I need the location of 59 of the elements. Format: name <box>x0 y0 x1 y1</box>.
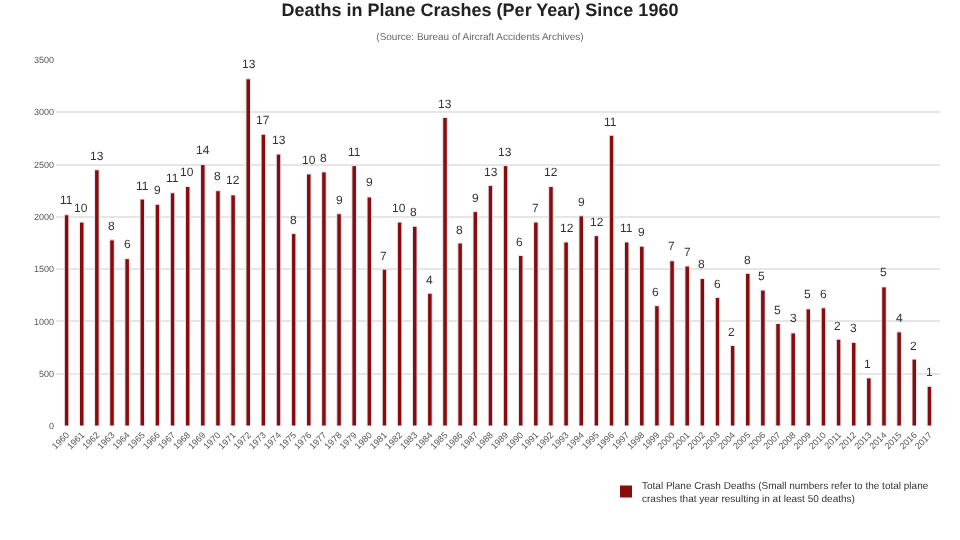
bar <box>396 221 403 426</box>
bar <box>533 221 539 426</box>
bar <box>260 133 267 426</box>
bar <box>457 242 463 426</box>
bar <box>94 169 100 426</box>
bar <box>321 171 327 426</box>
bar <box>351 165 357 426</box>
bar <box>517 255 524 426</box>
bar <box>63 214 70 426</box>
bar <box>578 215 585 426</box>
bar <box>850 341 857 426</box>
bar <box>442 117 448 426</box>
bar <box>502 165 509 426</box>
bar <box>926 385 933 426</box>
bar <box>866 377 872 426</box>
bar <box>593 235 600 426</box>
chart-title: Deaths in Plane Crashes (Per Year) Since 1960 <box>281 0 679 21</box>
bar <box>896 331 902 426</box>
bar <box>215 190 221 426</box>
bar <box>563 241 569 426</box>
bar <box>78 221 85 426</box>
bar <box>669 260 675 426</box>
bar <box>835 338 842 426</box>
bar <box>805 308 812 426</box>
bar <box>684 265 690 426</box>
bar <box>109 239 115 426</box>
bar <box>169 192 176 426</box>
bar <box>790 332 796 426</box>
bar <box>820 307 827 426</box>
bar <box>427 292 433 426</box>
bar <box>881 286 887 426</box>
bar <box>744 272 751 426</box>
bar <box>290 233 297 426</box>
bar <box>154 203 161 426</box>
bar <box>699 278 706 426</box>
bar <box>184 186 191 426</box>
bar <box>548 186 554 426</box>
bar <box>760 289 766 426</box>
bar <box>230 194 236 426</box>
bar <box>411 225 418 426</box>
bar <box>245 78 252 426</box>
bar <box>336 213 342 426</box>
bar <box>139 198 146 426</box>
bar <box>124 258 130 426</box>
bar <box>623 241 630 426</box>
bar <box>487 184 494 426</box>
bar <box>200 164 206 426</box>
bar <box>714 296 721 426</box>
bar <box>275 153 282 426</box>
bar <box>729 344 736 426</box>
bar <box>608 134 615 426</box>
bar <box>366 196 373 426</box>
bar <box>472 211 479 426</box>
bar <box>381 268 388 426</box>
bar <box>654 305 660 426</box>
bar <box>306 173 312 426</box>
bar <box>775 323 781 426</box>
bar <box>911 358 918 426</box>
bar <box>639 245 645 426</box>
